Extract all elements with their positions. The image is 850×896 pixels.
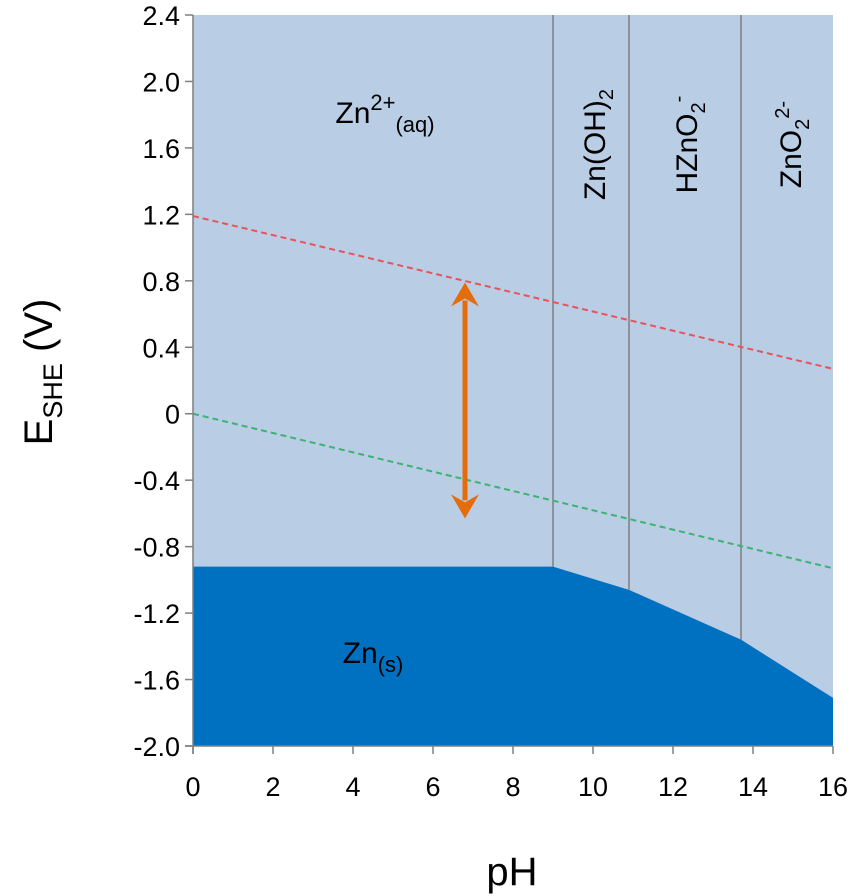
y-axis-title-sub: SHE <box>38 363 68 419</box>
arrow-head-bottom <box>451 494 479 519</box>
region-label-sup: 2- <box>772 101 794 119</box>
region-label-base: Zn <box>335 97 370 130</box>
y-tick-label: -2.0 <box>133 732 180 762</box>
plot-area <box>192 15 834 746</box>
y-tick-label: -0.8 <box>133 533 180 563</box>
region-label-sup: 2+ <box>370 90 395 115</box>
y-tick-label: 0 <box>165 400 180 430</box>
x-tick-label: 6 <box>425 772 440 802</box>
x-tick-label: 12 <box>658 772 688 802</box>
region-label: ZnO22- <box>772 101 814 188</box>
y-tick-label: -1.6 <box>133 666 180 696</box>
region-label: Zn(OH)2 <box>579 89 618 200</box>
x-tick-label: 14 <box>738 772 768 802</box>
region-label: HZnO2- <box>668 96 710 194</box>
solid-zinc-region <box>193 566 833 746</box>
x-tick-label: 4 <box>345 772 360 802</box>
region-label: Zn(s) <box>343 637 404 677</box>
y-axis-title: ESHE (V) <box>17 299 68 446</box>
x-tick-label: 8 <box>505 772 520 802</box>
y-axis-title-unit: (V) <box>17 299 61 363</box>
region-label: Zn2+(aq) <box>335 90 434 137</box>
region-label-base: Zn <box>343 637 378 670</box>
x-tick-label: 2 <box>265 772 280 802</box>
y-tick-label: 0.8 <box>142 267 180 297</box>
x-axis-title: pH <box>486 850 537 894</box>
region-label-sub: 2 <box>688 102 710 113</box>
region-label-sup: - <box>668 96 690 103</box>
region-label-sub: (s) <box>378 652 404 677</box>
region-label-base: HZnO <box>671 113 704 193</box>
voltage-window-arrow <box>451 282 479 519</box>
y-tick-label: 2.4 <box>142 1 180 31</box>
region-label-base: Zn(OH) <box>579 100 612 200</box>
y-tick-label: -1.2 <box>133 599 180 629</box>
arrow-head-top <box>451 282 479 307</box>
y-tick-label: -0.4 <box>133 466 180 496</box>
x-tick-label: 0 <box>185 772 200 802</box>
region-label-sub: 2 <box>792 119 814 130</box>
y-tick-label: 2.0 <box>142 67 180 97</box>
y-tick-label: 1.2 <box>142 200 180 230</box>
y-tick-label: 0.4 <box>142 333 180 363</box>
y-axis-title-main: E <box>17 419 61 446</box>
region-label-sub: (aq) <box>395 112 434 137</box>
region-label-base: ZnO <box>775 130 808 188</box>
region-label-sub: 2 <box>596 89 618 100</box>
x-tick-label: 16 <box>818 772 848 802</box>
x-tick-label: 10 <box>578 772 608 802</box>
axes: 2.42.01.61.20.80.40-0.4-0.8-1.2-1.6-2.00… <box>133 1 848 802</box>
y-tick-label: 1.6 <box>142 134 180 164</box>
